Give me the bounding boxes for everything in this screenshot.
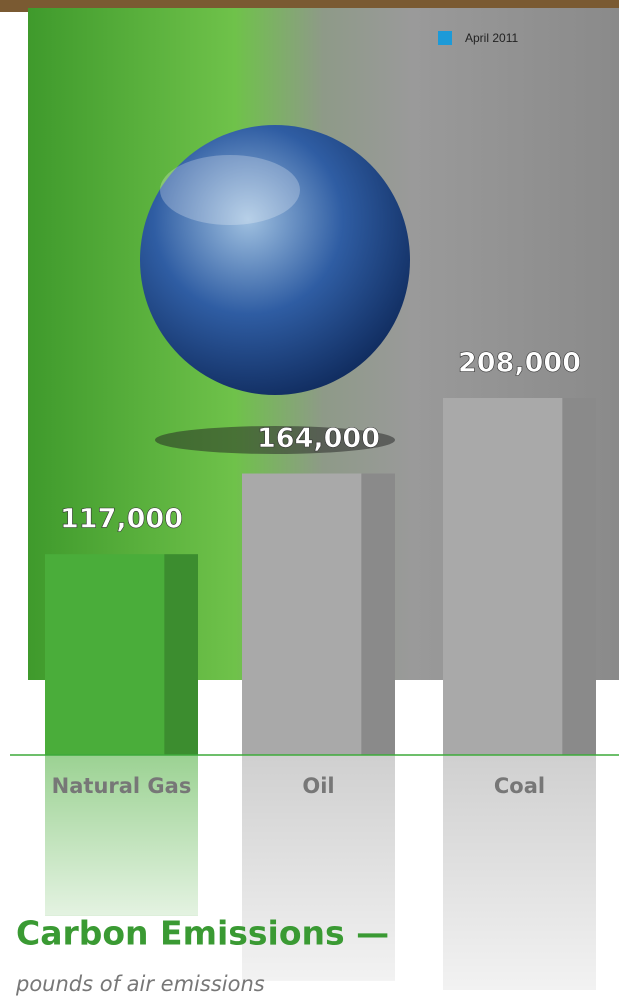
value-label: 208,000	[458, 348, 581, 379]
category-label: Oil	[302, 774, 334, 798]
value-label: 117,000	[60, 504, 183, 535]
value-label: 164,000	[257, 423, 380, 454]
category-label: Coal	[494, 774, 545, 798]
category-label: Natural Gas	[52, 774, 192, 798]
legend-label: April 2011	[465, 31, 518, 45]
bar-shade	[562, 398, 596, 755]
chart: April 2011 117,000 Natural Gas 164,000 Oil 2…	[0, 0, 619, 1002]
bar-shade	[361, 474, 395, 755]
legend-swatch	[438, 31, 452, 45]
chart-subtitle: pounds of air emissions	[15, 972, 265, 996]
chart-title: Carbon Emissions —	[16, 914, 389, 953]
globe-highlight	[160, 155, 300, 225]
bar-shade	[164, 554, 198, 755]
